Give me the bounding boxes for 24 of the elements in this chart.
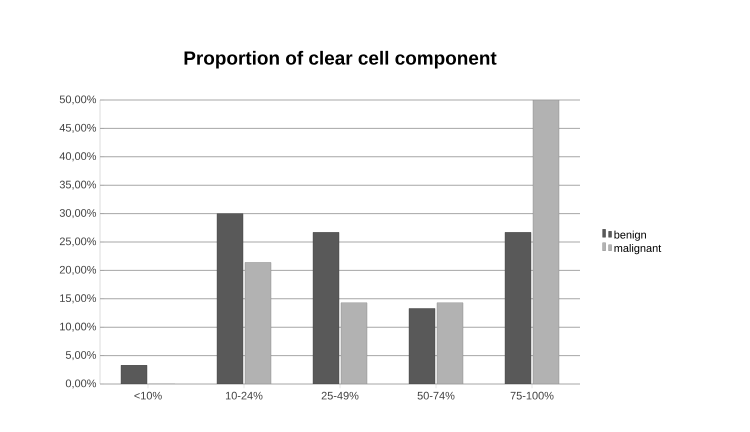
x-tick-label: 25-49% [322,392,358,400]
legend-label: benign [614,230,646,241]
bar [312,232,340,384]
x-tick-label: 50-74% [418,392,454,400]
chart-title: Proportion of clear cell component [184,50,496,68]
y-tick-label: 25,00% [60,237,96,247]
legend-label: malignant [614,244,662,254]
y-tick-label: 45,00% [60,124,96,133]
bar [216,213,244,384]
y-tick-label: 10,00% [60,322,96,332]
y-tick-label: 20,00% [60,266,96,275]
bar [120,365,148,384]
y-tick-label: 15,00% [60,294,96,304]
y-tick-label: 0,00% [66,379,96,389]
bar [504,232,532,384]
y-tick-label: 50,00% [60,95,96,105]
bar [408,308,436,384]
y-tick-label: 30,00% [60,209,96,218]
y-tick-label: 35,00% [60,180,96,190]
x-tick-label: 75-100% [510,392,554,400]
y-tick-label: 40,00% [60,152,96,162]
x-tick-label: 10-24% [226,392,262,400]
x-tick-label: <10% [134,392,162,400]
y-tick-label: 5,00% [66,351,96,360]
